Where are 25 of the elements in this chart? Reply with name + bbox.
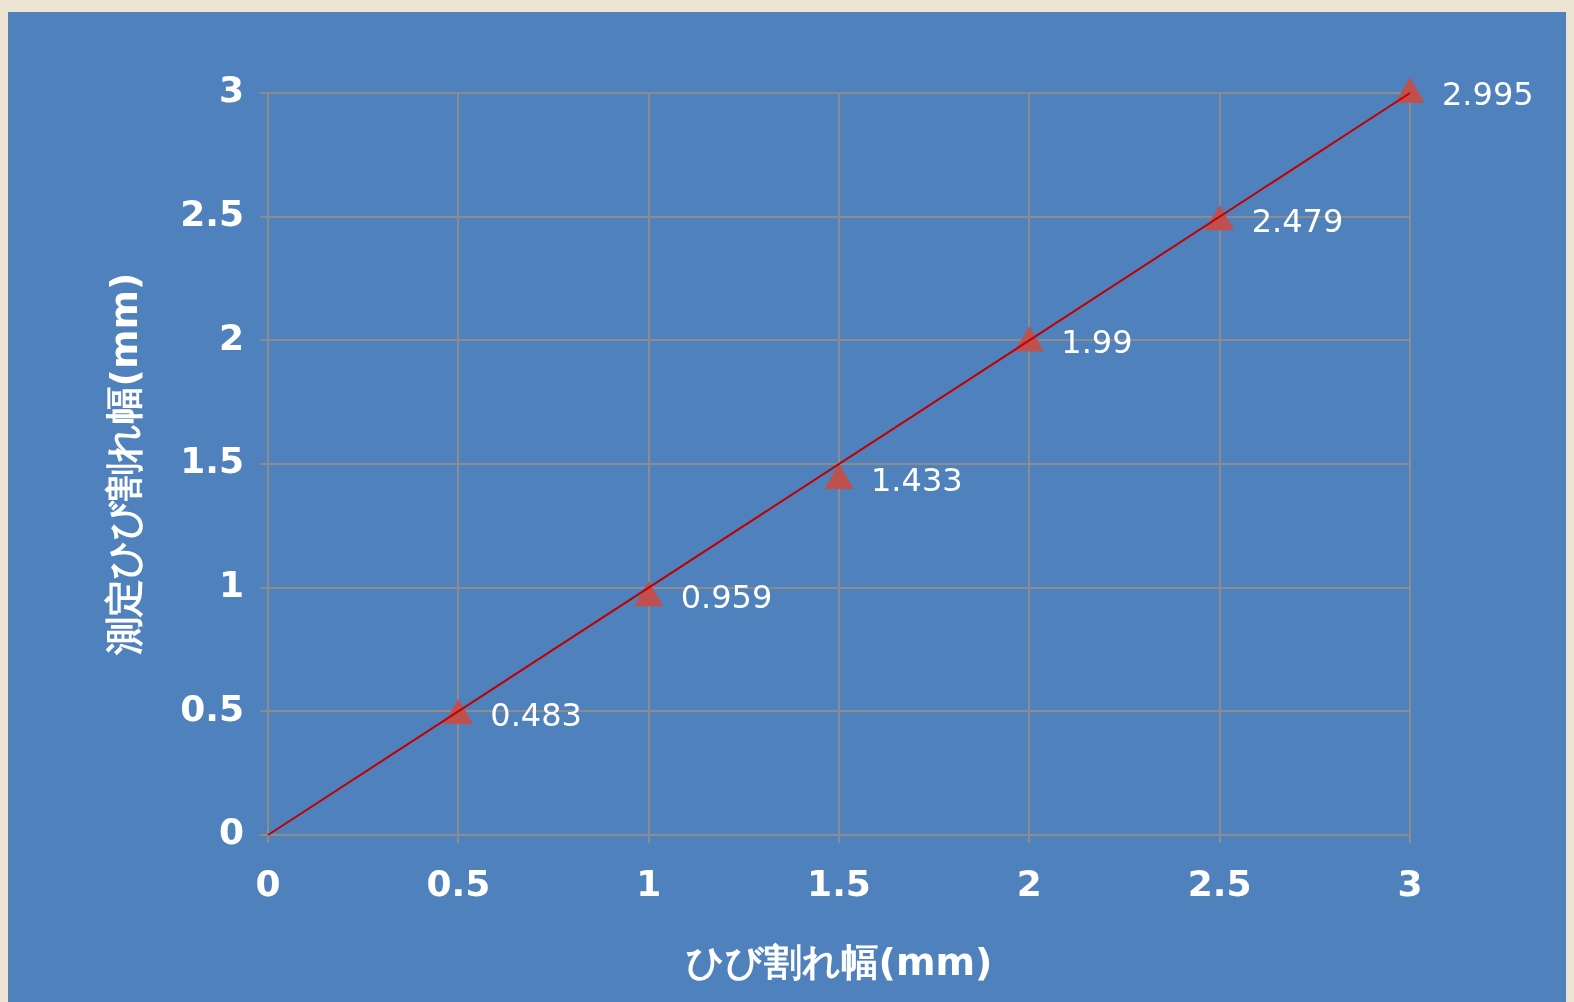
y-tick-label: 1.5 <box>180 440 244 482</box>
y-tick-label: 0 <box>218 811 244 853</box>
x-tick-label: 2.5 <box>1187 862 1252 904</box>
data-label: 0.483 <box>490 695 582 734</box>
x-tick-label: 1.5 <box>807 862 871 904</box>
x-axis-title: ひび割れ幅(mm) <box>685 940 993 985</box>
y-axis-title: 測定ひび割れ幅(mm) <box>101 272 146 657</box>
data-label: 2.479 <box>1251 202 1344 241</box>
y-tick-label: 0.5 <box>180 687 244 729</box>
x-tick-label: 0 <box>255 862 281 904</box>
y-tick-label: 3 <box>218 69 244 111</box>
x-tick-label: 0.5 <box>426 862 491 904</box>
data-label: 1.433 <box>871 460 963 499</box>
x-tick-label: 2 <box>1016 862 1042 904</box>
y-tick-label: 2 <box>218 316 244 358</box>
data-label: 0.959 <box>680 578 773 617</box>
data-label: 1.99 <box>1061 323 1133 362</box>
point <box>634 581 664 607</box>
x-tick-label: 3 <box>1397 862 1423 904</box>
point <box>1395 77 1425 103</box>
point <box>824 464 854 490</box>
x-tick-label: 1 <box>636 862 662 904</box>
data-label: 2.995 <box>1442 74 1534 113</box>
y-tick-label: 2.5 <box>180 193 244 235</box>
y-tick-label: 1 <box>218 564 244 606</box>
